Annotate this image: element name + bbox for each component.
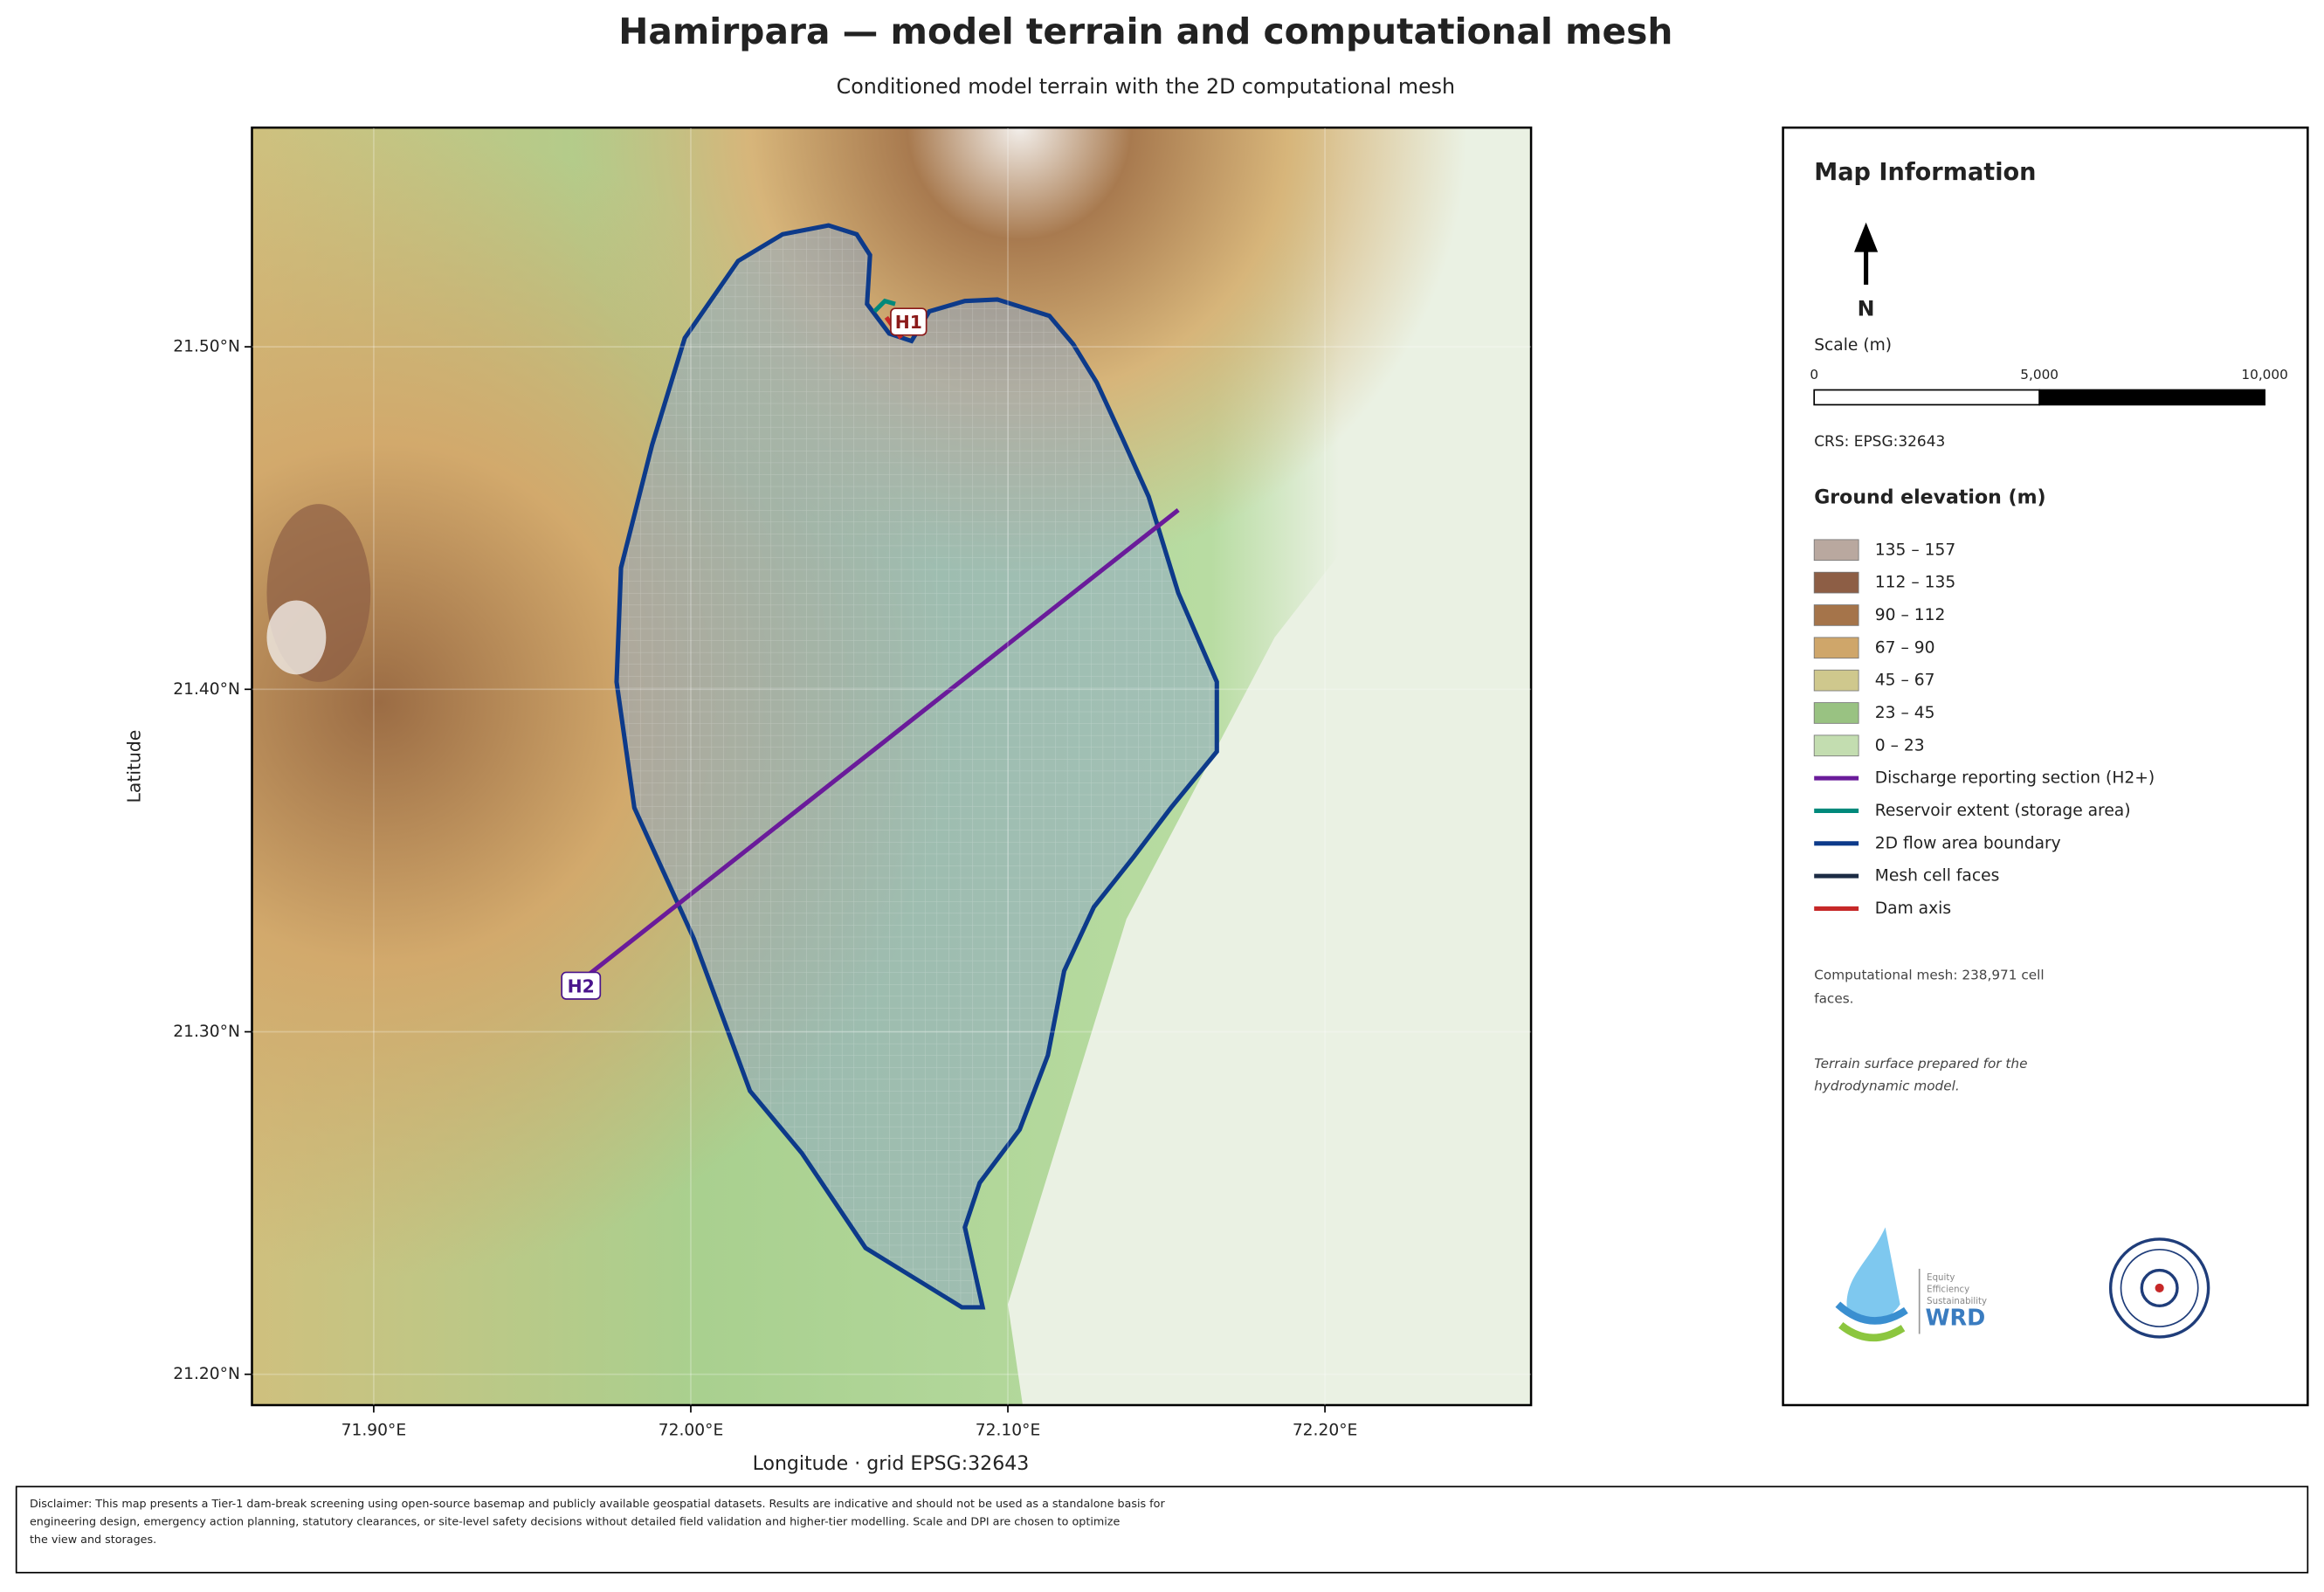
logo-text: Equity [1927,1273,1955,1283]
h2-box [561,971,602,1000]
map-frame [251,126,1533,1407]
discharge-section [583,507,1180,981]
panel-title: Map Information [1814,159,2036,186]
legend-label: 23 – 45 [1875,704,1935,722]
y-tick-label: 21.40°N [173,680,240,699]
legend-label: 67 – 90 [1875,638,1935,657]
legend-swatch [1813,702,1859,724]
legend-label: Reservoir extent (storage area) [1875,802,2131,820]
legend-swatch [1813,734,1859,757]
logo-text: WRD [1925,1306,1985,1332]
scale-bar-black [2038,389,2265,406]
legend-label: 45 – 67 [1875,672,1935,690]
map-area: H1 H2 [252,127,1532,1405]
legend-label: Discharge reporting section (H2+) [1875,769,2155,788]
disclaimer-box [15,1485,2309,1574]
info-panel [1782,126,2309,1407]
legend-label: 0 – 23 [1875,736,1925,755]
y-axis-label: Latitude [123,730,144,803]
legend-swatch [1813,604,1859,626]
subtitle: Conditioned model terrain with the 2D co… [837,74,1455,99]
scale-label: 10,000 [2241,367,2287,382]
scale-bar-white [1813,389,2041,406]
scale-label: 0 [1810,367,1818,382]
x-tick-label: 72.00°E [659,1421,724,1439]
legend-label: Dam axis [1875,899,1951,918]
mesh-note: Computational mesh: 238,971 cell [1814,967,2044,982]
h1-box [890,307,928,336]
legend-title: Ground elevation (m) [1814,486,2045,508]
y-tick-label: 21.50°N [173,338,240,356]
disclaimer: the view and storages. [30,1533,156,1546]
north-label: N [1858,296,1875,320]
legend-label: 135 – 157 [1875,541,1955,559]
legend-label: Mesh cell faces [1875,867,2000,886]
scale-title: Scale (m) [1814,336,1892,355]
disclaimer: engineering design, emergency action pla… [30,1515,1121,1528]
terrain-peak [266,600,327,675]
h2-label: H2 [568,975,595,996]
legend-swatch [1813,669,1859,692]
flow-area-boundary [614,223,1219,1310]
disclaimer: Disclaimer: This map presents a Tier-1 d… [30,1497,1166,1510]
legend-label: 90 – 112 [1875,606,1946,624]
terrain-note: Terrain surface prepared for the [1814,1056,2027,1072]
axes: 71.90°E 72.00°E 72.10°E 72.20°E 21.50°N 21.40… [173,127,1532,1439]
x-tick-label: 72.10°E [976,1421,1041,1439]
wrd-logo: Equity Efficiency Sustainability WRD [1835,1227,1987,1342]
y-tick-label: 21.30°N [173,1023,240,1041]
mesh-note: faces. [1814,990,1853,1006]
x-axis-label: Longitude · grid EPSG:32643 [753,1453,1030,1475]
legend-swatch [1813,539,1859,562]
legend-label: 2D flow area boundary [1875,834,2061,852]
reservoir-extent [872,298,896,314]
seal-logo [2108,1237,2210,1339]
north-arrowhead [1854,222,1879,252]
terrain-note: hydrodynamic model. [1814,1079,1960,1094]
logo-text: Efficiency [1927,1285,1969,1295]
legend: 135 – 157 112 – 135 90 – 112 67 – 90 45 – 67… [1813,539,2155,918]
logo-text: Sustainability [1927,1297,1987,1306]
y-tick-label: 21.20°N [173,1365,240,1383]
h1-label: H1 [895,312,922,333]
crs: CRS: EPSG:32643 [1814,433,1945,451]
title: Hamirpara — model terrain and computatio… [618,10,1672,52]
legend-swatch [1813,637,1859,659]
x-tick-label: 72.20°E [1293,1421,1358,1439]
scale-label: 5,000 [2020,367,2058,382]
x-tick-label: 71.90°E [341,1421,407,1439]
legend-label: 112 – 135 [1875,574,1955,592]
legend-swatch [1813,571,1859,594]
mesh-cell-faces [616,225,1217,1307]
